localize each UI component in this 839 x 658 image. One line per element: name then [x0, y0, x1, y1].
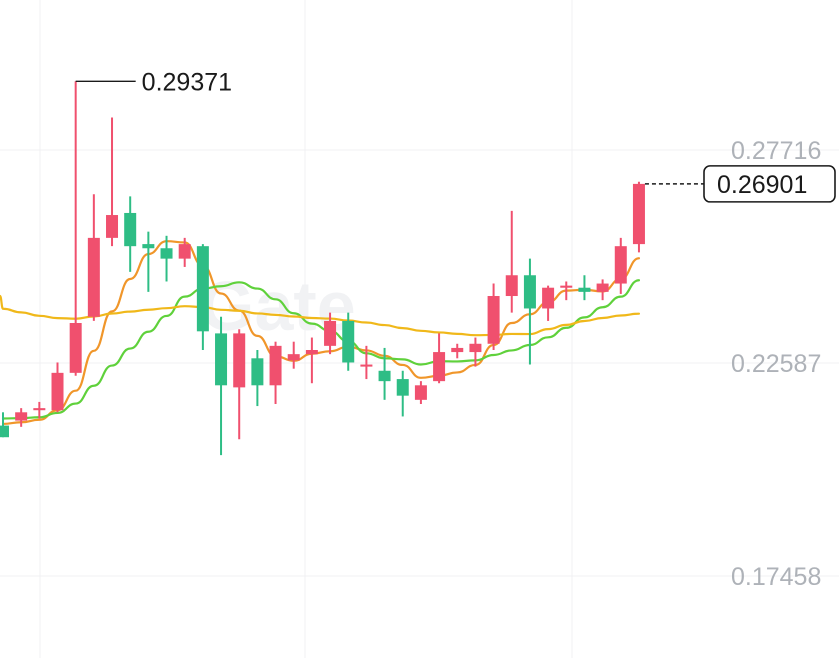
candle-body[interactable] — [287, 354, 300, 361]
candle-body[interactable] — [305, 350, 318, 355]
candle-body[interactable] — [15, 412, 28, 421]
candle-body[interactable] — [269, 345, 282, 386]
candle-body[interactable] — [451, 347, 464, 353]
annotations: 0.29371 0.26901 — [75, 68, 836, 203]
ma-mid-line — [1, 279, 641, 420]
candle-body[interactable] — [360, 364, 373, 367]
candle-body[interactable] — [124, 212, 137, 247]
candle-body[interactable] — [596, 283, 609, 292]
candle-body[interactable] — [378, 370, 391, 382]
candle-body[interactable] — [487, 296, 500, 344]
candle-body[interactable] — [215, 333, 228, 386]
candle-body[interactable] — [578, 287, 591, 292]
candle-body[interactable] — [342, 320, 355, 363]
y-tick-label: 0.27716 — [731, 137, 821, 165]
candle-body[interactable] — [87, 237, 100, 317]
high-annotation-label: 0.29371 — [142, 68, 232, 96]
last-price-box — [703, 165, 836, 203]
candle-body[interactable] — [505, 275, 518, 297]
y-axis: 0.27716 0.22587 0.17458 — [731, 137, 821, 591]
y-tick-label: 0.17458 — [731, 563, 821, 591]
candles[interactable] — [0, 81, 645, 456]
candle-body[interactable] — [542, 287, 555, 309]
candle-body[interactable] — [33, 408, 46, 411]
candle-body[interactable] — [614, 246, 627, 284]
candle-body[interactable] — [251, 358, 264, 386]
candle-body[interactable] — [51, 372, 64, 411]
candle-body[interactable] — [160, 248, 173, 259]
candle-body[interactable] — [469, 343, 482, 353]
candle-body[interactable] — [324, 320, 337, 346]
candle-body[interactable] — [233, 333, 246, 388]
candle-body[interactable] — [414, 385, 427, 400]
y-tick-label: 0.22587 — [731, 350, 821, 378]
candle-body[interactable] — [560, 285, 573, 288]
candle-body[interactable] — [69, 323, 82, 373]
candle-body[interactable] — [106, 215, 119, 238]
candle-body[interactable] — [523, 275, 536, 309]
candle-body[interactable] — [178, 244, 191, 259]
candle-body[interactable] — [142, 244, 155, 249]
last-price-label: 0.26901 — [717, 171, 807, 199]
candle-body[interactable] — [396, 379, 409, 396]
candle-body[interactable] — [632, 183, 645, 245]
candle-body[interactable] — [196, 246, 209, 332]
candle-body[interactable] — [0, 425, 9, 438]
candle-body[interactable] — [433, 352, 446, 382]
